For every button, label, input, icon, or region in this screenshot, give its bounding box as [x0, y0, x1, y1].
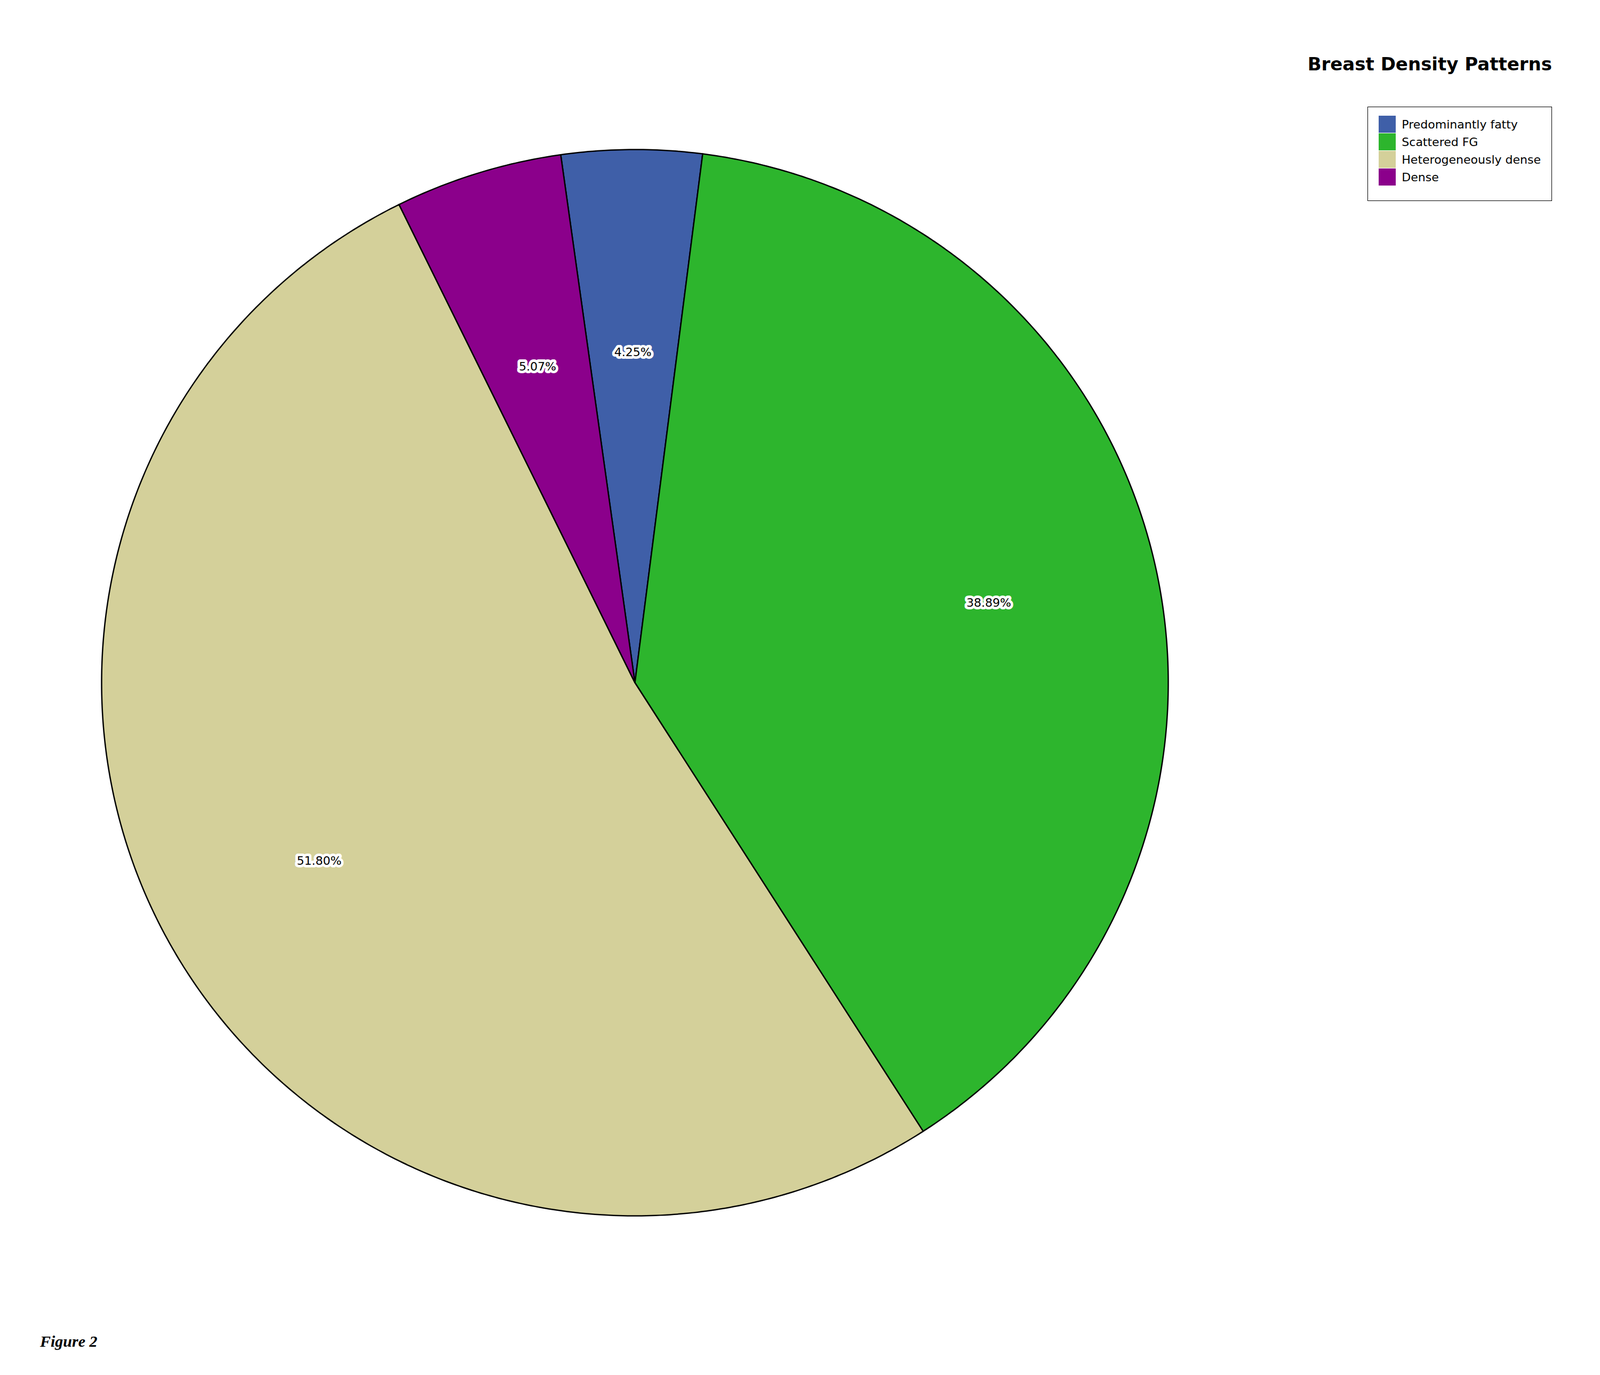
html-text:Breast Density Patterns: Breast Density Patterns [1307, 53, 1552, 75]
html-text:Heterogeneously dense: Heterogeneously dense [1401, 152, 1541, 167]
svg-text:51.80%: 51.80% [297, 854, 342, 868]
html-text:Scattered FG: Scattered FG [1401, 135, 1479, 149]
html-text:Dense: Dense [1401, 170, 1439, 184]
svg-text:38.89%: 38.89% [966, 596, 1012, 610]
html-text:Predominantly fatty: Predominantly fatty [1401, 117, 1518, 131]
svg-text:4.25%: 4.25% [614, 345, 652, 359]
html-text:Figure 2: Figure 2 [40, 1332, 98, 1351]
svg-text:5.07%: 5.07% [518, 360, 557, 374]
